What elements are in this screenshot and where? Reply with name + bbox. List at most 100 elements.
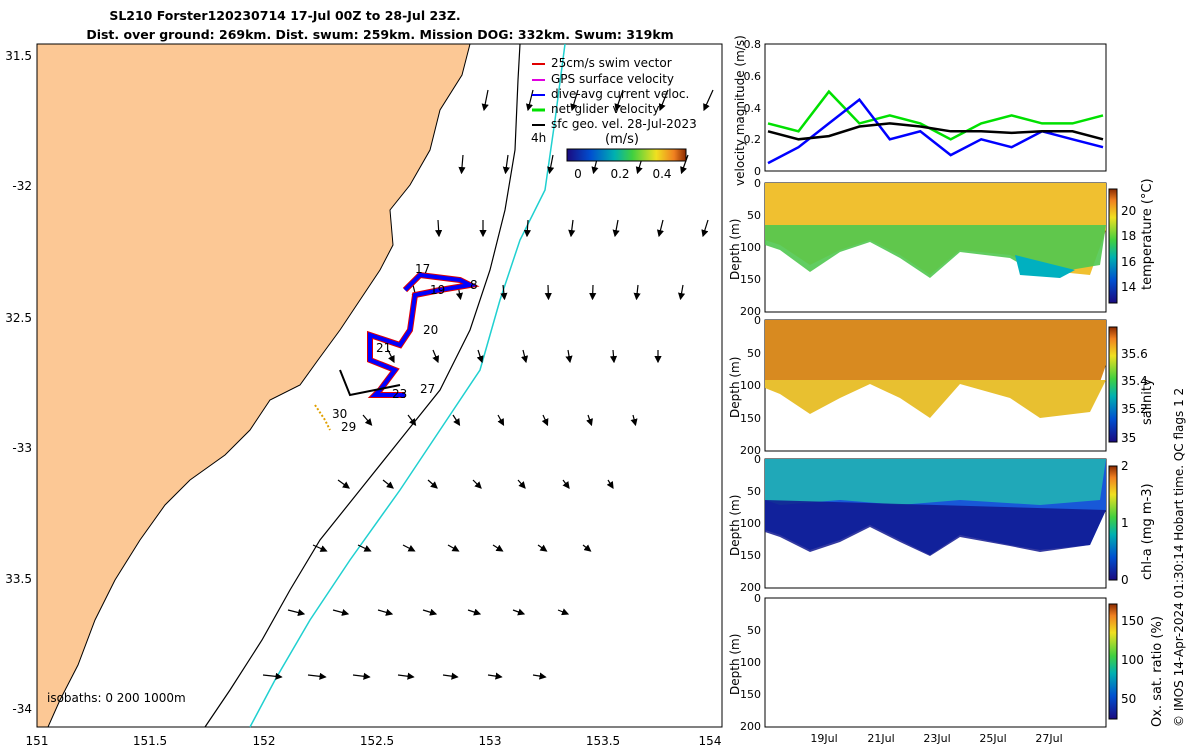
svg-text:100: 100 [740,379,761,392]
current-vector [537,544,548,552]
svg-text:0.4: 0.4 [652,167,671,181]
current-vector [521,349,529,364]
current-vector [565,349,573,364]
date-ticks: 19Jul 21Jul 23Jul 25Jul 27Jul [810,732,1062,745]
svg-text:23: 23 [392,387,407,401]
current-vector [382,479,394,489]
svg-text:154: 154 [699,734,722,748]
salinity-cbar-label: salinity [1140,378,1155,425]
svg-text:35.6: 35.6 [1121,347,1148,361]
current-vector [544,284,552,301]
current-vector [517,479,526,489]
current-vector [589,284,597,301]
svg-text:0: 0 [754,314,761,327]
svg-text:151: 151 [26,734,49,748]
svg-text:32.5: 32.5 [5,311,32,325]
salinity-ylabel: Depth (m) [728,356,742,418]
svg-text:35.2: 35.2 [1121,402,1148,416]
chla-panel [764,458,1107,589]
svg-text:16: 16 [1121,255,1136,269]
svg-text:14: 14 [1121,280,1136,294]
temperature-cbar-label: temperature (°C) [1140,178,1155,290]
current-vector [656,219,664,238]
svg-text:100: 100 [740,241,761,254]
glider-track [314,271,480,431]
current-vector [557,608,570,616]
current-vector [377,608,394,616]
current-vector [472,479,482,489]
svg-text:200: 200 [740,581,761,594]
current-vector [435,219,443,238]
current-vector [352,672,371,680]
current-vector [680,154,689,175]
svg-text:152: 152 [253,734,276,748]
svg-text:50: 50 [747,485,761,498]
velocity-lines [767,89,1104,165]
current-vector [512,608,526,616]
current-vector [422,608,438,616]
svg-text:23Jul: 23Jul [923,732,950,745]
series-line-net-glider-velocity [767,89,1104,141]
svg-text:17: 17 [415,262,430,276]
svg-text:8: 8 [470,278,478,292]
svg-text:50: 50 [1121,692,1136,706]
svg-text:0.2: 0.2 [610,167,629,181]
current-vector [452,414,461,427]
current-vector [312,544,328,552]
current-vector [701,219,709,238]
current-vector [633,284,641,301]
temperature-panel [764,182,1107,313]
day-labels: 17 19 8 20 21 27 23 30 29 [332,262,478,434]
svg-text:0: 0 [1121,573,1129,587]
current-vector [547,154,555,175]
current-vector [467,608,482,616]
svg-text:0.4: 0.4 [744,102,762,115]
land [36,43,471,728]
svg-text:0: 0 [574,167,582,181]
svg-text:-32: -32 [12,179,32,193]
svg-text:27Jul: 27Jul [1035,732,1062,745]
svg-text:18: 18 [1121,229,1136,243]
map-panel: 151 151.5 152 152.5 153 153.5 154 31.5 -… [5,43,723,748]
series-line-sfc-geo-vel- [767,122,1104,141]
current-vector [492,544,504,552]
current-vector [658,89,669,112]
footer-credit: © IMOS 14-Apr-2024 01:30:14 Hobart time.… [1172,387,1186,727]
svg-text:151.5: 151.5 [133,734,167,748]
current-vector [568,219,576,238]
title-line-2: Dist. over ground: 269km. Dist. swum: 25… [86,27,674,42]
current-vector [262,672,283,680]
svg-text:30: 30 [332,407,347,421]
current-vector [397,672,415,680]
svg-text:200: 200 [740,444,761,457]
current-vector [609,349,618,364]
svg-text:GPS surface velocity: GPS surface velocity [551,72,674,86]
current-vectors [262,89,714,680]
svg-text:19: 19 [430,283,445,297]
svg-text:21: 21 [376,341,391,355]
velocity-panel: 0.8 0.6 0.4 0.2 0 [744,38,1107,178]
current-vector [570,89,579,112]
salinity-panel [764,319,1107,452]
current-vector [541,414,549,427]
svg-text:0.6: 0.6 [744,70,762,83]
svg-text:2: 2 [1121,459,1129,473]
svg-text:27: 27 [420,382,435,396]
map-colorbar: 0 0.2 0.4 [566,148,687,181]
current-vector [362,414,373,426]
oxygen-cbar-label: Ox. sat. ratio (%) [1150,616,1165,727]
svg-text:150: 150 [740,412,761,425]
current-vector [562,479,570,489]
svg-text:153.5: 153.5 [586,734,620,748]
oxygen-panel [764,597,1107,728]
svg-text:150: 150 [740,688,761,701]
svg-text:0: 0 [754,177,761,190]
isobath-1000 [249,43,566,728]
current-vector [606,479,614,490]
current-vector [614,89,624,112]
current-vector [502,154,510,175]
current-vector [476,349,484,364]
svg-text:150: 150 [740,273,761,286]
svg-text:35: 35 [1121,431,1136,445]
